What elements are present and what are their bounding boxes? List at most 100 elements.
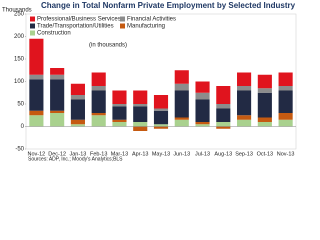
bar-segment: [174, 119, 189, 127]
bar-segment: [257, 74, 272, 89]
x-tick-label: Sep-13: [235, 151, 253, 157]
bar-segment: [91, 113, 106, 116]
bar-segment: [112, 106, 127, 120]
bar-segment: [133, 104, 148, 107]
bar-segment: [195, 81, 210, 93]
bar-segment: [133, 122, 148, 127]
x-tick-label: Jul-13: [195, 151, 210, 157]
bar-segment: [29, 38, 44, 75]
bar-segment: [91, 115, 106, 127]
bar-segment: [153, 126, 169, 129]
legend-label: Construction: [37, 31, 71, 37]
chart-title: Change in Total Nonfarm Private Employme…: [41, 1, 296, 10]
bar-segment: [29, 115, 44, 127]
bar-segment: [112, 90, 127, 104]
bar-segment: [195, 92, 210, 100]
x-tick-label: Dec-12: [48, 151, 66, 157]
bar-segment: [174, 83, 189, 91]
bar-segment: [91, 90, 106, 113]
bar-segment: [278, 86, 293, 91]
bar-segment: [50, 68, 65, 75]
bar-segment: [257, 117, 272, 122]
legend-label: Professional/Business Services: [37, 17, 121, 23]
y-tick-label: 150: [14, 57, 25, 63]
legend-label: Trade/Transportation/Utilities: [37, 24, 114, 30]
legend-swatch: [120, 16, 125, 22]
bar-segment: [216, 108, 231, 122]
legend-swatch: [120, 23, 125, 29]
bar-segment: [70, 95, 85, 100]
x-tick-label: Aug-13: [214, 151, 232, 157]
bar-segment: [257, 122, 272, 127]
x-tick-label: Mar-13: [111, 151, 128, 157]
x-tick-label: Nov-12: [28, 151, 46, 157]
x-tick-label: Oct-13: [257, 151, 274, 157]
bar-segment: [195, 122, 210, 125]
legend-swatch: [30, 23, 35, 29]
y-axis-label: Thousands: [2, 8, 32, 14]
bar-segment: [174, 70, 189, 84]
bar-segment: [237, 115, 252, 120]
bar-segment: [216, 126, 231, 129]
bar-segment: [112, 119, 127, 122]
y-tick-label: 50: [17, 102, 24, 108]
bar-segment: [91, 72, 106, 86]
bar-segment: [278, 113, 293, 120]
x-tick-label: May-13: [152, 151, 170, 157]
annotation: (in thousands): [89, 43, 127, 49]
bar-segment: [133, 106, 148, 122]
bar-segment: [278, 72, 293, 86]
bar-segment: [91, 86, 106, 91]
bar-segment: [174, 117, 189, 120]
bar-segment: [50, 113, 65, 127]
bar-segment: [70, 119, 85, 125]
chart: Change in Total Nonfarm Private Employme…: [2, 1, 297, 162]
legend-swatch: [30, 16, 35, 22]
y-tick-label: 250: [14, 12, 25, 18]
bar-segment: [112, 122, 127, 127]
bar-segment: [50, 110, 65, 113]
bar-segment: [174, 90, 189, 118]
bar-segment: [29, 79, 44, 111]
bar-segment: [29, 110, 44, 116]
bar-segment: [216, 86, 231, 104]
bar-segment: [195, 99, 210, 122]
bar-segment: [278, 90, 293, 113]
bar-segment: [50, 79, 65, 111]
x-tick-label: Apr-13: [132, 151, 149, 157]
y-tick-label: 200: [14, 34, 25, 40]
bar-segment: [50, 74, 65, 80]
bar-segment: [133, 90, 148, 104]
bar-segment: [153, 108, 169, 111]
bar-segment: [237, 119, 252, 127]
bar-segment: [70, 83, 85, 95]
y-tick-label: -50: [15, 147, 24, 153]
x-tick-label: Jun-13: [173, 151, 190, 157]
x-tick-label: Feb-13: [90, 151, 107, 157]
x-tick-label: Nov-13: [277, 151, 295, 157]
bar-segment: [257, 92, 272, 118]
bar-segment: [257, 88, 272, 93]
y-tick-label: 100: [14, 79, 25, 85]
y-tick-label: 0: [21, 124, 25, 130]
bar-segment: [195, 124, 210, 127]
bar-segment: [29, 74, 44, 80]
legend-swatch: [30, 30, 35, 36]
bar-segment: [133, 126, 148, 131]
bar-segment: [278, 119, 293, 127]
bar-segment: [153, 124, 169, 127]
bar-segment: [153, 95, 169, 109]
bar-segment: [70, 99, 85, 120]
bar-segment: [237, 86, 252, 91]
bar-segment: [216, 104, 231, 109]
bar-segment: [70, 124, 85, 127]
bar-segment: [237, 90, 252, 116]
x-tick-label: Jan-13: [70, 151, 87, 157]
legend-label: Financial Activities: [127, 17, 176, 23]
legend-label: Manufacturing: [127, 24, 165, 30]
bar-segment: [153, 110, 169, 125]
bar-segment: [112, 104, 127, 107]
bar-segment: [216, 122, 231, 127]
bar-segment: [237, 72, 252, 86]
source: Sources: ADP, Inc.; Moody's Analytics;BL…: [28, 156, 123, 162]
